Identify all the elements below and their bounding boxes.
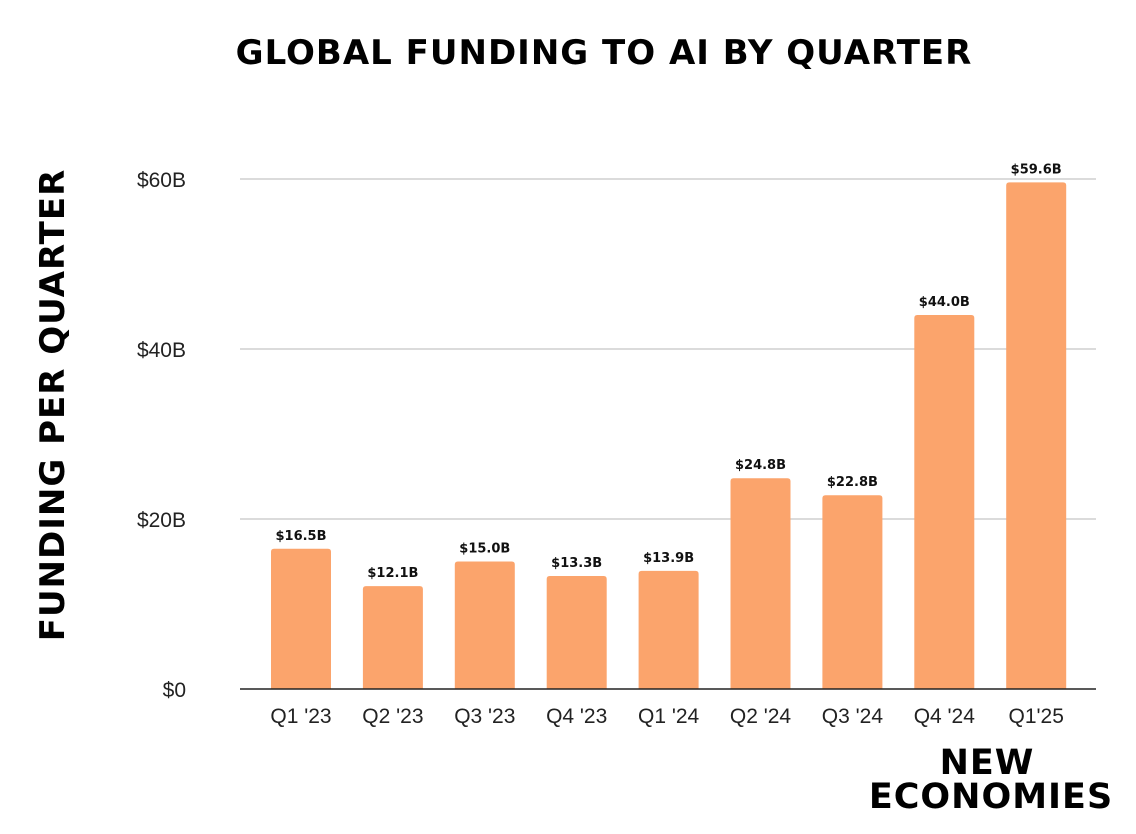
x-tick-label: Q3 '24 (822, 705, 884, 728)
x-tick-label: Q2 '23 (362, 705, 423, 728)
x-tick-label: Q2 '24 (730, 705, 792, 728)
data-label: $16.5B (275, 529, 326, 544)
y-tick-label: $40B (137, 339, 186, 362)
brand-logo-line2: ECONOMIES (869, 777, 1113, 817)
bar (822, 495, 883, 689)
x-tick-labels: Q1 '23 Q2 '23 Q3 '23 Q4 '23 Q1 '24 Q2 '24 Q3 '… (270, 705, 1064, 728)
bar (362, 586, 423, 689)
y-axis-label: FUNDING PER QUARTER (33, 169, 73, 642)
chart-title: GLOBAL FUNDING TO AI BY QUARTER (236, 33, 973, 73)
x-tick-label: Q1 '23 (270, 705, 331, 728)
y-tick-label: $0 (163, 679, 186, 702)
data-label: $59.6B (1011, 162, 1062, 177)
y-tick-labels: $0 $20B $40B $60B (137, 169, 186, 702)
x-tick-label: Q1'25 (1009, 705, 1064, 728)
bar (730, 478, 791, 689)
data-label: $13.9B (643, 551, 694, 566)
data-label: $22.8B (827, 475, 878, 490)
y-tick-label: $20B (137, 509, 186, 532)
data-label: $24.8B (735, 458, 786, 473)
data-label: $12.1B (367, 566, 418, 581)
bar (271, 548, 331, 689)
bars (271, 182, 1067, 689)
x-tick-label: Q1 '24 (638, 705, 700, 728)
brand-logo-line1: NEW (940, 743, 1035, 783)
data-label: $13.3B (551, 556, 602, 571)
bar (638, 570, 699, 689)
bar (454, 561, 515, 689)
bar (546, 575, 607, 689)
bar (914, 315, 975, 689)
data-labels: $16.5B $12.1B $15.0B $13.3B $13.9B $24.8B $22.… (275, 162, 1061, 581)
x-tick-label: Q4 '23 (546, 705, 607, 728)
bar (1006, 182, 1067, 689)
x-tick-label: Q3 '23 (454, 705, 515, 728)
y-tick-label: $60B (137, 169, 186, 192)
data-label: $44.0B (919, 295, 970, 310)
x-tick-label: Q4 '24 (914, 705, 976, 728)
data-label: $15.0B (459, 542, 510, 557)
